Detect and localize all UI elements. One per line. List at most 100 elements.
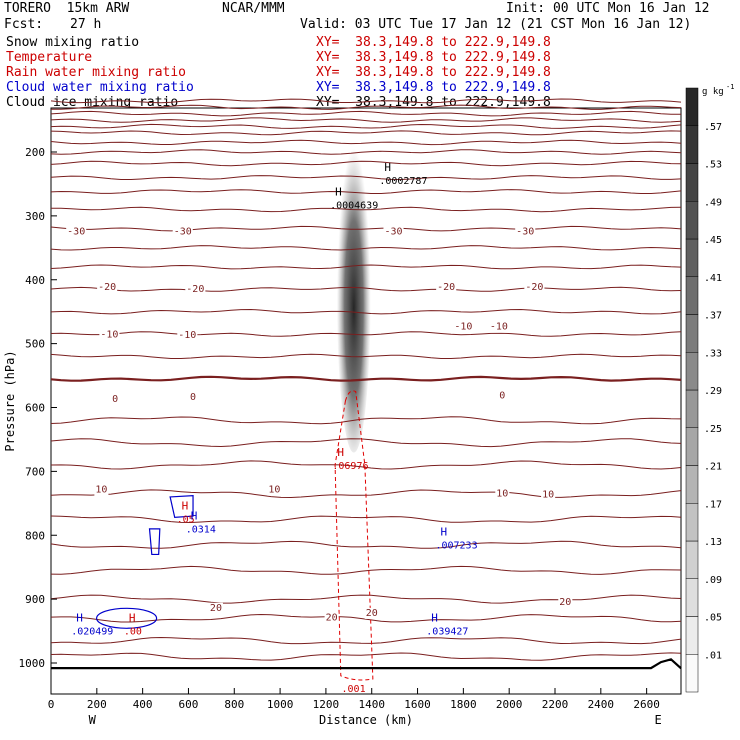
- label-bg: [488, 321, 509, 333]
- temperature-label: 20: [210, 603, 222, 614]
- temperature-contour: [50, 139, 682, 146]
- y-tick-label: 300: [25, 210, 45, 223]
- label-bg: [453, 321, 474, 333]
- extremum-value: .001: [342, 684, 366, 695]
- label-bg: [172, 226, 193, 238]
- colorbar-cell: [685, 201, 699, 240]
- extremum-marker: H: [129, 611, 136, 624]
- terrain-line: [51, 658, 682, 670]
- x-tick-label: 2400: [588, 698, 615, 711]
- y-axis-label: Pressure (hPa): [3, 350, 17, 451]
- extremum-value: .05: [177, 515, 195, 526]
- temperature-label: -20: [525, 282, 543, 293]
- field-xy: XY= 38.3,149.8 to 222.9,149.8: [316, 65, 551, 80]
- y-tick-label: 400: [25, 274, 45, 287]
- colorbar-cell: [685, 540, 699, 579]
- temperature-contour: [50, 515, 682, 524]
- extremum-marker: H: [431, 611, 438, 624]
- colorbar-unit-exponent: -1: [726, 83, 734, 91]
- label-bg: [208, 602, 223, 614]
- extremum-value: .007233: [435, 540, 477, 551]
- label-bg: [515, 226, 536, 238]
- cloud-water-contour: [169, 495, 194, 518]
- temperature-contour: [50, 416, 682, 425]
- x-tick-label: 2200: [542, 698, 569, 711]
- temperature-label: 20: [366, 608, 378, 619]
- temperature-contour: [50, 149, 682, 155]
- colorbar-label: .29: [704, 386, 722, 397]
- temperature-label: 0: [190, 392, 196, 403]
- temperature-contour: [51, 104, 682, 110]
- colorbar-label: .17: [704, 499, 722, 510]
- snow-shading: [336, 132, 371, 453]
- colorbar-cell: [685, 389, 699, 428]
- field-name: Rain water mixing ratio: [6, 65, 187, 80]
- colorbar-label: .05: [704, 613, 722, 624]
- temperature-contour: [50, 160, 682, 167]
- y-tick-label: 1000: [19, 657, 46, 670]
- rain-contour: [334, 390, 374, 681]
- field-xy: XY= 38.3,149.8 to 222.9,149.8: [316, 50, 551, 65]
- colorbar-label: .37: [704, 311, 722, 322]
- label-bg: [185, 284, 206, 296]
- label-bg: [383, 226, 404, 238]
- temperature-label: -10: [454, 322, 472, 333]
- temperature-label: -30: [516, 227, 534, 238]
- colorbar-label: .33: [704, 348, 722, 359]
- colorbar-label: .13: [704, 537, 722, 548]
- y-tick-label: 700: [25, 465, 45, 478]
- label-bg: [495, 488, 510, 500]
- extremum-marker: H: [440, 525, 447, 538]
- label-bg: [97, 282, 118, 294]
- label-bg: [558, 597, 573, 609]
- x-tick-label: 2600: [633, 698, 660, 711]
- extremum-marker: H: [76, 611, 83, 624]
- temperature-label: 20: [559, 597, 571, 608]
- colorbar-label: .41: [704, 273, 722, 284]
- colorbar-cell: [685, 314, 699, 353]
- temperature-contour: [50, 117, 682, 123]
- x-tick-label: 1800: [450, 698, 477, 711]
- field-xy: XY= 38.3,149.8 to 222.9,149.8: [316, 35, 551, 50]
- label-bg: [524, 282, 545, 294]
- temperature-contour: [50, 123, 682, 129]
- extremum-marker: H: [337, 446, 344, 459]
- temperature-label: 10: [268, 485, 280, 496]
- field-xy: XY= 38.3,149.8 to 222.9,149.8: [316, 80, 551, 95]
- colorbar-label: .01: [704, 650, 722, 661]
- temperature-contour: [50, 110, 681, 117]
- temperature-label: 10: [496, 488, 508, 499]
- x-axis-label: Distance (km): [319, 713, 413, 727]
- x-tick-label: 1600: [404, 698, 431, 711]
- colorbar-unit: g kg: [702, 87, 724, 97]
- x-end-label-right: E: [654, 713, 661, 727]
- extremum-marker: H: [191, 509, 198, 522]
- colorbar-cell: [685, 654, 699, 693]
- label-bg: [498, 390, 507, 402]
- x-tick-label: 1000: [267, 698, 294, 711]
- y-tick-label: 900: [25, 593, 45, 606]
- colorbar-cell: [685, 352, 699, 391]
- temperature-contour: [50, 565, 682, 575]
- colorbar-label: .49: [704, 197, 722, 208]
- colorbar-cell: [685, 427, 699, 466]
- label-bg: [267, 484, 282, 496]
- temperature-contour: [50, 594, 682, 604]
- extremum-value: .039427: [426, 626, 468, 637]
- colorbar-label: .53: [704, 160, 722, 171]
- extremum-value: .06976: [332, 461, 368, 472]
- colorbar-cell: [685, 87, 699, 126]
- colorbar-label: .09: [704, 575, 722, 586]
- label-bg: [189, 392, 198, 404]
- label-bg: [66, 226, 87, 238]
- extremum-value: .0314: [186, 524, 216, 535]
- extremum-value: .020499: [71, 626, 113, 637]
- temperature-contour: [50, 652, 682, 661]
- label-bg: [324, 612, 339, 624]
- temperature-label: -20: [98, 282, 116, 293]
- extremum-value: .0004639: [330, 200, 378, 211]
- label-bg: [541, 489, 556, 501]
- temperature-label: -20: [437, 282, 455, 293]
- cloud-water-contour: [148, 528, 161, 556]
